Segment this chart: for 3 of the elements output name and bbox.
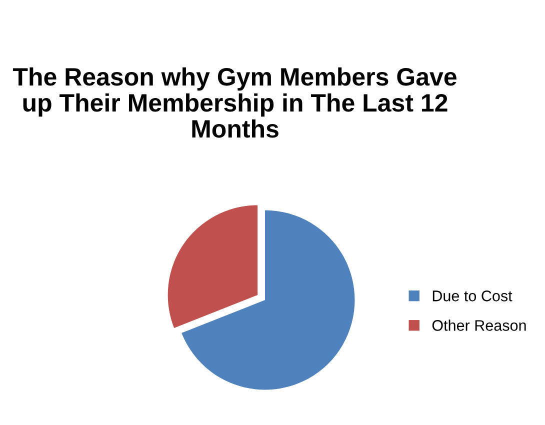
legend-label: Due to Cost <box>432 290 512 302</box>
chart-title: The Reason why Gym Members Gave up Their Membership in The Last 12 Months <box>12 67 456 138</box>
legend-label: Other Reason <box>432 320 526 331</box>
